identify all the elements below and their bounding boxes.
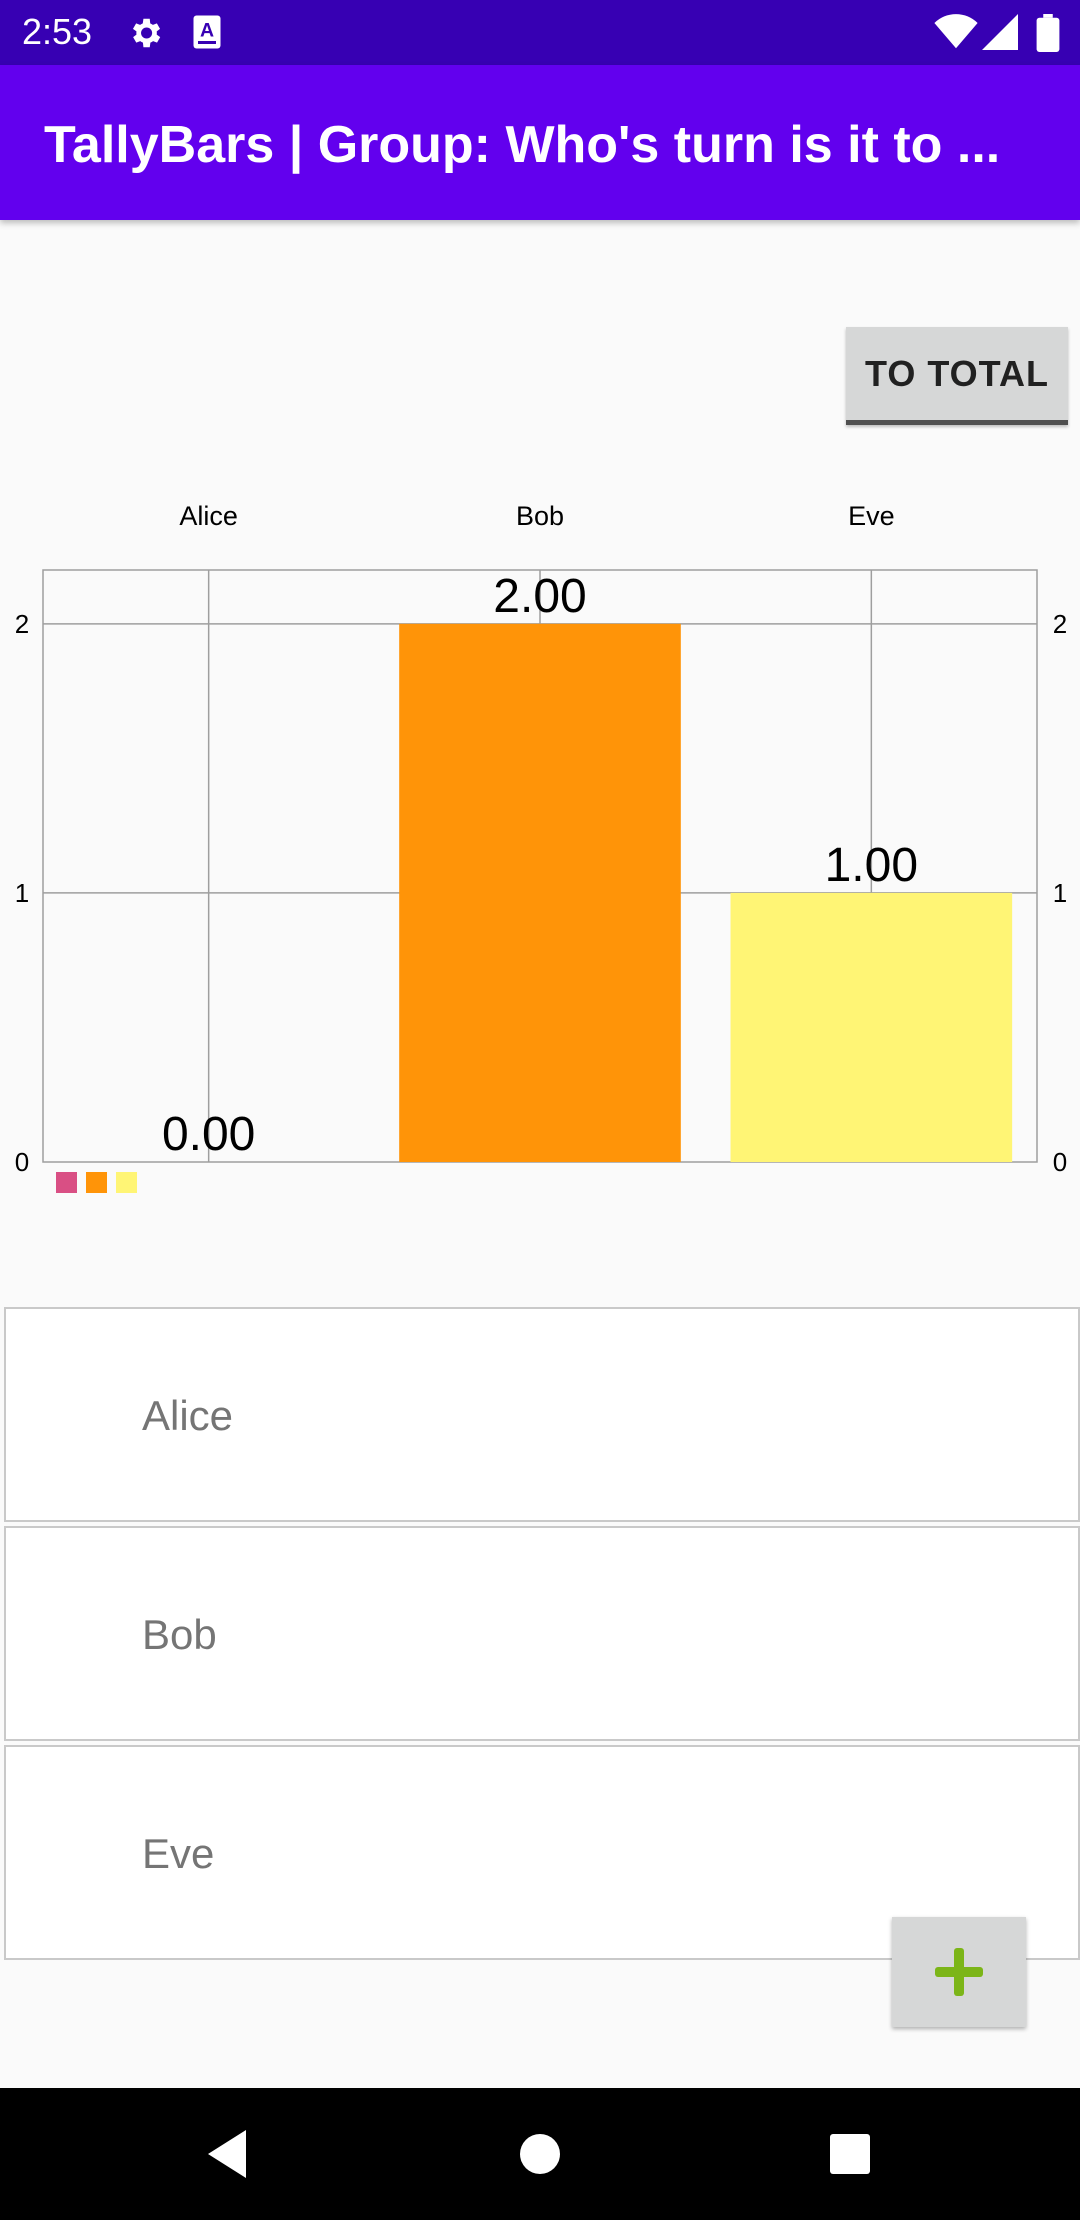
y-tick-label-right: 2	[1053, 609, 1067, 639]
back-icon[interactable]	[202, 2124, 252, 2184]
status-bar: 2:53 A	[0, 0, 1080, 65]
data-label: 0.00	[162, 1108, 255, 1161]
list-item-label: Eve	[142, 1830, 215, 1877]
legend-swatch	[86, 1172, 107, 1193]
legend-swatch	[56, 1172, 77, 1193]
text-a-icon: A	[193, 15, 221, 49]
y-tick-label-right: 1	[1053, 878, 1067, 908]
gear-icon	[132, 18, 161, 48]
x-tick-label: Bob	[516, 501, 564, 531]
signal-icon	[982, 14, 1018, 50]
wifi-icon	[934, 14, 978, 49]
svg-text:A: A	[200, 20, 214, 42]
bar-eve	[730, 892, 1013, 1162]
data-label: 2.00	[493, 570, 586, 623]
x-tick-label: Eve	[848, 501, 895, 531]
y-tick-label-right: 0	[1053, 1147, 1067, 1177]
list-item-label: Bob	[142, 1611, 217, 1658]
nav-bar	[0, 2088, 1080, 2220]
list-item-alice[interactable]: Alice	[4, 1307, 1080, 1522]
home-icon[interactable]	[517, 2124, 563, 2184]
battery-icon	[1036, 14, 1060, 52]
plus-icon	[935, 1948, 983, 1996]
add-button[interactable]	[892, 1917, 1026, 2027]
data-label: 1.00	[825, 839, 918, 892]
app-bar: TallyBars | Group: Who's turn is it to .…	[0, 65, 1080, 220]
list-item-label: Alice	[142, 1392, 234, 1439]
member-list: Alice Bob Eve	[4, 1307, 1080, 1964]
app-title: TallyBars | Group: Who's turn is it to .…	[44, 116, 1001, 174]
y-tick-label-left: 2	[15, 609, 29, 639]
y-tick-label-left: 0	[15, 1147, 29, 1177]
bar-bob	[399, 623, 681, 1162]
legend-swatch	[116, 1172, 137, 1193]
status-time: 2:53	[22, 11, 93, 52]
recents-icon[interactable]	[828, 2124, 872, 2184]
list-item-bob[interactable]: Bob	[4, 1526, 1080, 1741]
x-tick-label: Alice	[179, 501, 238, 531]
bar-chart: 0 0 1 1 2 2 Alice Bob Eve 0.00 2.00 1.00	[15, 501, 1067, 1193]
to-total-button[interactable]: TO TOTAL	[846, 327, 1068, 425]
y-tick-label-left: 1	[15, 878, 29, 908]
